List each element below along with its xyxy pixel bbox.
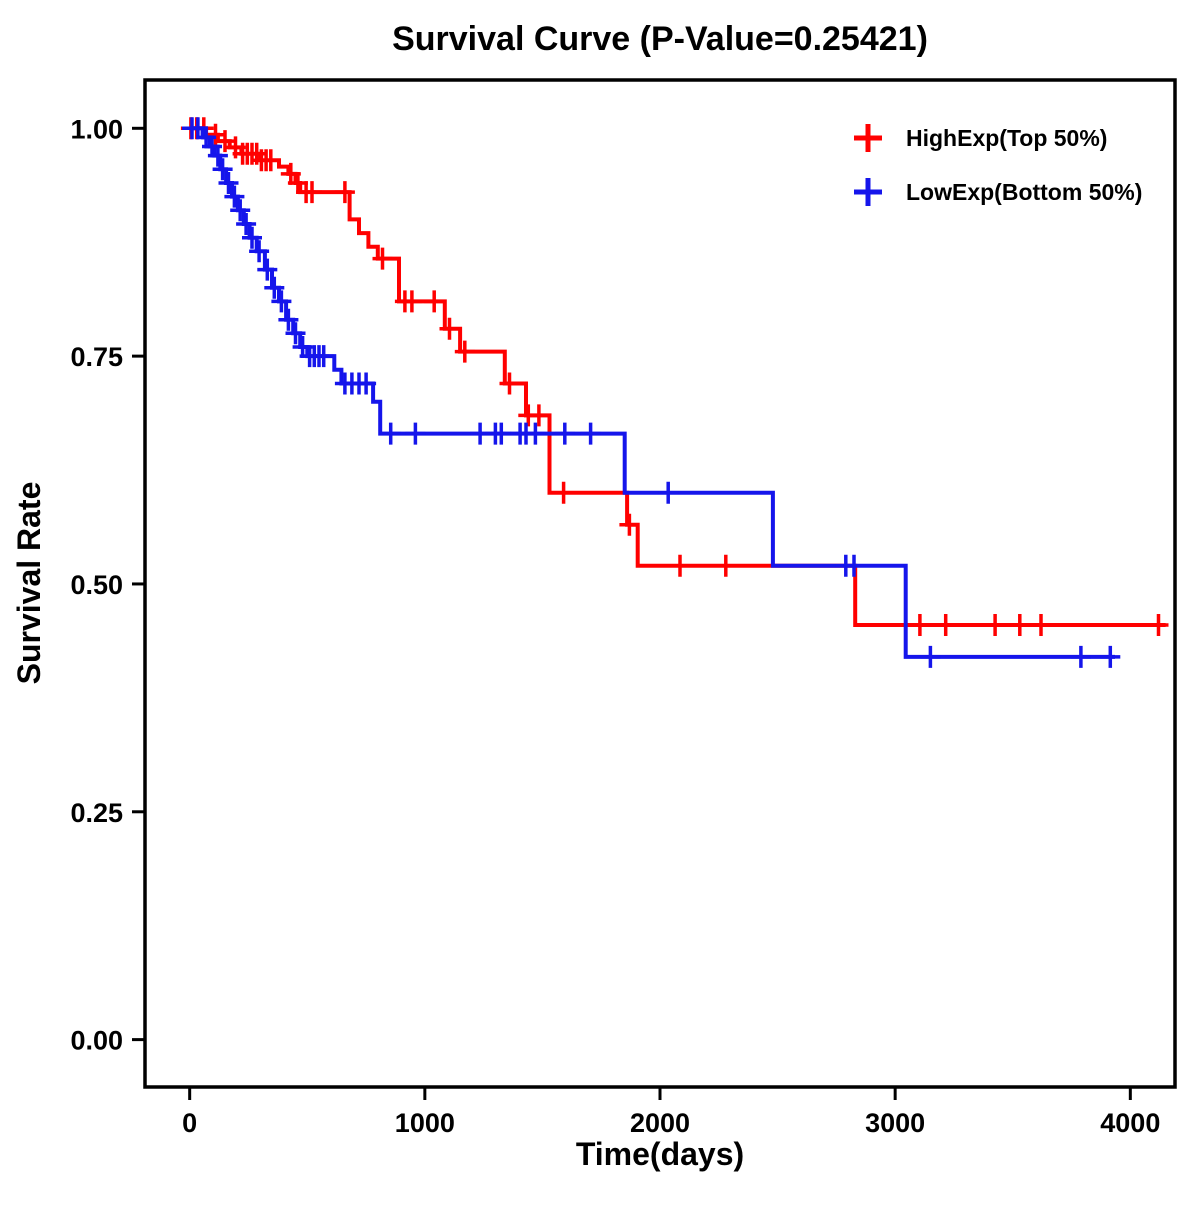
x-tick-label: 1000	[395, 1108, 455, 1138]
censor-mark-icon	[670, 554, 690, 577]
x-tick-label: 0	[182, 1108, 197, 1138]
censor-mark-icon	[658, 481, 679, 504]
censor-mark-icon	[554, 422, 575, 445]
censor-mark-icon	[372, 247, 393, 270]
censor-mark-icon	[499, 372, 520, 395]
censor-mark-icon	[313, 345, 334, 368]
legend: HighExp(Top 50%) LowExp(Bottom 50%)	[854, 124, 1142, 206]
y-axis-label: Survival Rate	[11, 482, 47, 685]
censor-mark-icon	[215, 130, 235, 153]
censor-mark-icon	[242, 226, 262, 249]
censor-mark-icon	[334, 181, 355, 204]
censor-mark-icon	[278, 308, 299, 331]
series-curves	[180, 117, 1169, 668]
censor-mark-icon	[236, 213, 257, 235]
x-axis-ticks: 0 1000 2000 3000 4000	[182, 1087, 1160, 1138]
censor-mark-icon	[207, 144, 228, 167]
chart-title: Survival Curve (P-Value=0.25421)	[392, 20, 928, 58]
y-axis-ticks: 0.00 0.25 0.50 0.75 1.00	[70, 114, 145, 1056]
censor-mark-icon	[249, 240, 270, 263]
censor-mark-icon	[580, 422, 601, 445]
censor-mark-icon	[1009, 614, 1030, 636]
censor-mark-icon	[553, 481, 574, 504]
censor-mark-icon	[224, 185, 245, 208]
censor-mark-icon	[260, 149, 281, 172]
censor-mark-icon	[1031, 614, 1051, 636]
x-tick-label: 4000	[1100, 1108, 1160, 1138]
legend-item-low-exp: LowExp(Bottom 50%)	[854, 178, 1142, 206]
censor-mark-icon	[528, 404, 549, 427]
censor-mark-icon	[212, 158, 233, 181]
y-tick-label: 0.00	[70, 1026, 123, 1056]
censor-mark-icon	[380, 422, 401, 445]
y-tick-label: 0.25	[70, 798, 123, 828]
censor-mark-icon	[715, 554, 736, 577]
y-tick-label: 1.00	[70, 114, 123, 144]
y-tick-label: 0.75	[70, 342, 123, 372]
censor-mark-icon	[302, 181, 322, 204]
censor-mark-icon	[525, 422, 546, 445]
legend-label: LowExp(Bottom 50%)	[906, 179, 1142, 205]
censor-mark-icon	[424, 290, 445, 313]
censor-mark-icon	[264, 276, 285, 299]
x-tick-label: 2000	[630, 1108, 690, 1138]
censor-mark-icon	[218, 172, 239, 194]
censor-mark-icon	[454, 340, 475, 363]
censor-mark-icon	[271, 290, 292, 313]
censor-mark-icon	[439, 317, 460, 340]
censor-mark-icon	[1070, 645, 1091, 668]
censor-mark-icon	[405, 422, 426, 445]
y-tick-label: 0.50	[70, 570, 123, 600]
censor-mark-icon	[1148, 614, 1169, 636]
x-tick-label: 3000	[865, 1108, 925, 1138]
censor-mark-icon	[619, 513, 640, 536]
censor-mark-icon	[230, 199, 251, 222]
plot-border	[143, 78, 1177, 1089]
series-low-exp	[182, 117, 1121, 668]
censor-mark-icon	[844, 554, 864, 577]
censor-mark-icon	[491, 422, 512, 445]
legend-plus-marker-icon	[854, 178, 882, 206]
censor-mark-icon	[356, 372, 377, 395]
legend-label: HighExp(Top 50%)	[906, 125, 1107, 151]
censor-mark-icon	[401, 290, 422, 313]
censor-mark-icon	[1100, 645, 1121, 668]
x-axis-label: Time(days)	[576, 1136, 744, 1172]
censor-mark-icon	[920, 645, 941, 668]
censor-mark-icon	[985, 614, 1006, 636]
survival-step-curve	[189, 126, 1115, 659]
censor-mark-icon	[909, 614, 930, 636]
censor-mark-icon	[285, 322, 306, 345]
legend-plus-marker-icon	[854, 124, 882, 152]
legend-item-high-exp: HighExp(Top 50%)	[854, 124, 1107, 152]
censor-mark-icon	[257, 258, 278, 281]
censor-mark-icon	[935, 614, 956, 636]
